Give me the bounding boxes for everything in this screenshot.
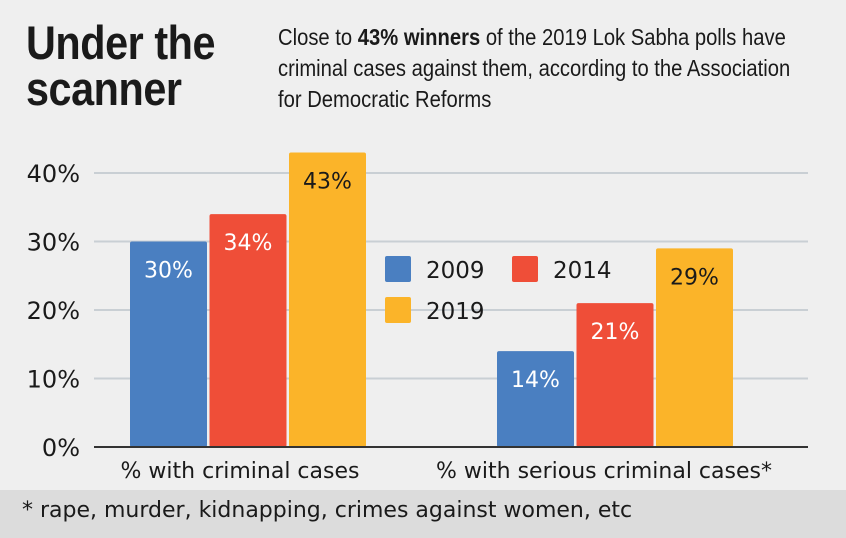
footnote: * rape, murder, kidnapping, crimes again…	[22, 498, 633, 523]
bar-2014-0	[209, 214, 287, 447]
y-tick-label: 10%	[27, 366, 80, 394]
chart-subtitle: Close to 43% winners of the 2019 Lok Sab…	[278, 22, 811, 115]
legend-label: 2019	[426, 299, 485, 325]
x-category-label: % with serious criminal cases*	[436, 459, 772, 484]
bar-2014-1	[576, 303, 654, 447]
subtitle-text: Close to	[278, 24, 358, 50]
bar-chart: 0% 10% 20% 30% 40% 30% 14% 34% 21% 43% 29% % with c…	[27, 152, 808, 484]
legend-label: 2009	[426, 258, 485, 284]
legend-swatch-2019	[385, 297, 411, 323]
chart-title: Under the scanner	[26, 16, 216, 115]
footer-band: * rape, murder, kidnapping, crimes again…	[0, 490, 846, 538]
subtitle-bold: 43% winners	[357, 24, 481, 50]
bar-2009-1	[497, 351, 574, 447]
y-tick-label: 30%	[27, 229, 80, 257]
data-label: 29%	[670, 265, 719, 290]
bar-2019-1	[656, 248, 733, 447]
y-tick-label: 40%	[27, 160, 80, 188]
bar-2009-0	[130, 241, 207, 447]
legend-swatch-2014	[512, 256, 538, 282]
legend-swatch-2009	[385, 256, 411, 282]
bar-2019-0	[289, 152, 366, 447]
data-label: 30%	[144, 259, 193, 284]
data-label: 14%	[511, 368, 560, 393]
data-label: 34%	[224, 231, 273, 256]
y-tick-label: 20%	[27, 297, 80, 325]
legend-label: 2014	[553, 258, 612, 284]
subtitle-text-rest: of the 2019 Lok Sabha polls have crimina…	[278, 24, 791, 112]
data-label: 21%	[591, 320, 640, 345]
y-tick-label: 0%	[42, 434, 80, 462]
x-category-label: % with criminal cases	[121, 459, 360, 484]
data-label: 43%	[303, 169, 352, 194]
